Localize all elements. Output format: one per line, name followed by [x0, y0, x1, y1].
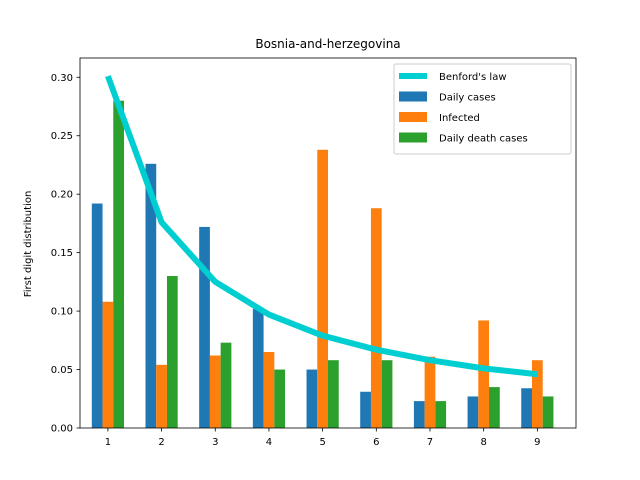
- x-tick-label-7: 7: [427, 437, 433, 448]
- bar-daily-death-cases-7: [435, 401, 447, 428]
- y-tick-label-0.15: 0.15: [51, 248, 73, 259]
- bar-daily-death-cases-3: [220, 342, 232, 428]
- chart-title: Bosnia-and-herzegovina: [255, 37, 400, 51]
- bar-daily-death-cases-4: [274, 369, 286, 428]
- y-tick-label-0.25: 0.25: [51, 131, 73, 142]
- legend-label-daily-cases: Daily cases: [439, 93, 496, 104]
- x-tick-label-8: 8: [480, 437, 486, 448]
- bar-daily-cases-3: [199, 226, 210, 428]
- x-tick-label-9: 9: [534, 437, 540, 448]
- bar-daily-death-cases-5: [328, 360, 339, 428]
- legend-label-daily-death-cases: Daily death cases: [439, 134, 528, 145]
- bar-infected-1: [102, 301, 114, 428]
- legend-box: [393, 63, 572, 155]
- ticks-layer: 1 2 3 4 5 6 7 8 9 0.00 0.05 0.10 0.15 0.20 0.25 0.30: [51, 73, 541, 448]
- bar-daily-cases-9: [521, 388, 532, 428]
- bar-daily-cases-5: [306, 369, 318, 428]
- y-tick-label-0.20: 0.20: [51, 190, 73, 201]
- x-tick-label-4: 4: [266, 437, 272, 448]
- legend-label-benford-s-law: Benford's law: [439, 72, 507, 83]
- x-tick-label-6: 6: [373, 437, 379, 448]
- bar-infected-6: [370, 208, 382, 428]
- bar-daily-cases-4: [252, 308, 264, 428]
- benford-line: [105, 75, 538, 378]
- bar-daily-cases-8: [467, 396, 479, 428]
- legend: Benford's law Daily cases Infected Daily de…: [393, 63, 572, 155]
- y-axis-label: First digit distribution: [23, 191, 34, 298]
- bar-daily-cases-7: [413, 401, 425, 428]
- bar-infected-3: [209, 355, 221, 428]
- legend-swatch-infected: [399, 112, 427, 122]
- bar-daily-cases-1: [91, 203, 103, 428]
- bar-daily-death-cases-1: [113, 100, 125, 428]
- bar-infected-8: [478, 320, 490, 428]
- y-tick-label-0.05: 0.05: [51, 365, 73, 376]
- bar-infected-5: [317, 149, 328, 428]
- x-tick-label-1: 1: [105, 437, 111, 448]
- bar-daily-cases-6: [360, 391, 371, 428]
- bar-infected-4: [263, 352, 275, 428]
- bar-daily-death-cases-2: [166, 276, 178, 428]
- benford-line-layer: [105, 75, 538, 378]
- legend-label-infected: Infected: [439, 113, 480, 124]
- legend-swatch-daily-cases: [399, 91, 427, 102]
- y-tick-label-0.00: 0.00: [51, 424, 73, 435]
- y-tick-label-0.10: 0.10: [51, 307, 73, 318]
- legend-swatch-daily-death-cases: [399, 132, 427, 143]
- bar-daily-death-cases-6: [381, 360, 393, 428]
- bar-daily-cases-2: [145, 163, 157, 428]
- x-tick-label-5: 5: [319, 437, 325, 448]
- bar-daily-death-cases-8: [489, 387, 500, 428]
- x-tick-label-3: 3: [212, 437, 218, 448]
- plot-frame: [79, 57, 577, 429]
- bar-daily-death-cases-9: [542, 396, 554, 428]
- bar-infected-7: [424, 356, 436, 428]
- bar-infected-9: [531, 360, 543, 428]
- x-tick-label-2: 2: [158, 437, 164, 448]
- y-tick-label-0.30: 0.30: [51, 73, 73, 84]
- axes-layer: [79, 57, 577, 429]
- bar-infected-2: [156, 364, 167, 428]
- bars-layer: [91, 100, 554, 428]
